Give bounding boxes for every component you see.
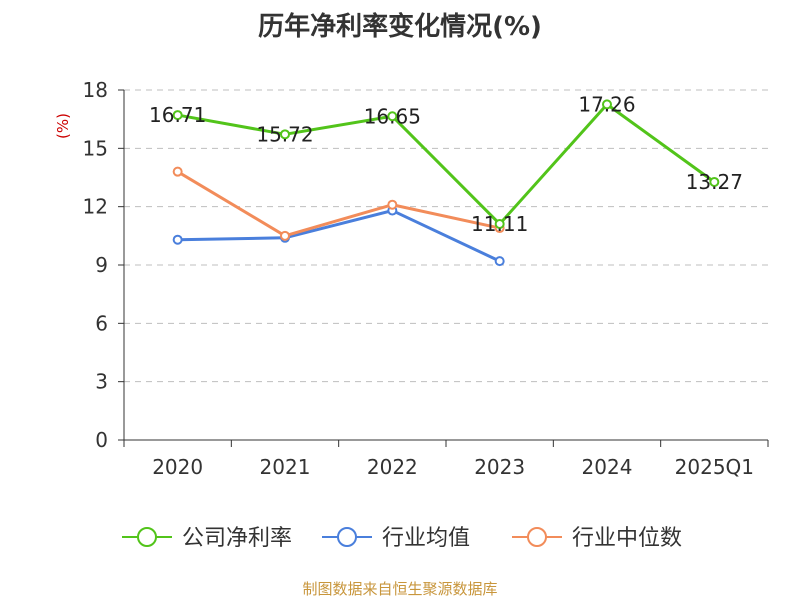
data-point: [494, 256, 505, 267]
data-label: 13.27: [686, 170, 743, 194]
series-line: [176, 170, 500, 238]
data-point: [280, 230, 290, 241]
data-point: [387, 111, 398, 122]
x-tick-label: 2021: [260, 455, 311, 479]
x-tick-label: 2023: [474, 455, 525, 479]
legend-label: 公司净利率: [182, 526, 292, 551]
data-label: 11.11: [471, 212, 528, 236]
legend-marker: [137, 527, 157, 547]
data-point: [280, 129, 290, 140]
legend-label: 行业均值: [382, 526, 470, 551]
x-tick-label: 2022: [367, 455, 418, 479]
legend-label: 行业中位数: [572, 526, 682, 551]
series-lines: [172, 99, 720, 267]
data-point: [709, 176, 720, 187]
data-point: [172, 234, 183, 245]
y-tick-label: 0: [95, 428, 108, 452]
data-point: [387, 199, 398, 210]
y-tick-label: 6: [95, 311, 108, 335]
y-tick-label: 12: [83, 195, 108, 219]
chart-title: 历年净利率变化情况(%): [258, 12, 542, 42]
data-label: 16.71: [149, 103, 206, 127]
series-line: [177, 102, 716, 226]
series-line: [177, 209, 501, 263]
x-tick-label: 2024: [582, 455, 633, 479]
data-point: [172, 166, 183, 177]
x-tick-label: 2025Q1: [675, 455, 754, 479]
data-point: [494, 218, 505, 229]
legend-marker: [337, 527, 357, 547]
data-label: 16.65: [364, 104, 421, 128]
data-point: [602, 99, 612, 110]
y-axis-label: (%): [54, 113, 72, 139]
y-tick-label: 9: [95, 253, 108, 277]
axes: 0 3 6 9 12 15 18 (%) 2020 2021 2022 2023 2024 2025Q1: [54, 78, 769, 479]
source-note: 制图数据来自恒生聚源数据库: [302, 580, 498, 598]
x-tick-label: 2020: [152, 455, 203, 479]
data-labels: 16.71 15.72 16.65 11.11 17.26 13.27: [149, 92, 743, 236]
data-label: 17.26: [578, 92, 635, 116]
y-tick-label: 18: [83, 78, 108, 102]
y-tick-label: 3: [95, 370, 108, 394]
legend: 公司净利率 行业均值 行业中位数: [122, 526, 682, 551]
data-point: [172, 110, 183, 121]
legend-marker: [527, 527, 547, 547]
grid: [124, 89, 768, 383]
data-label: 15.72: [256, 122, 313, 146]
y-tick-label: 15: [83, 136, 108, 160]
